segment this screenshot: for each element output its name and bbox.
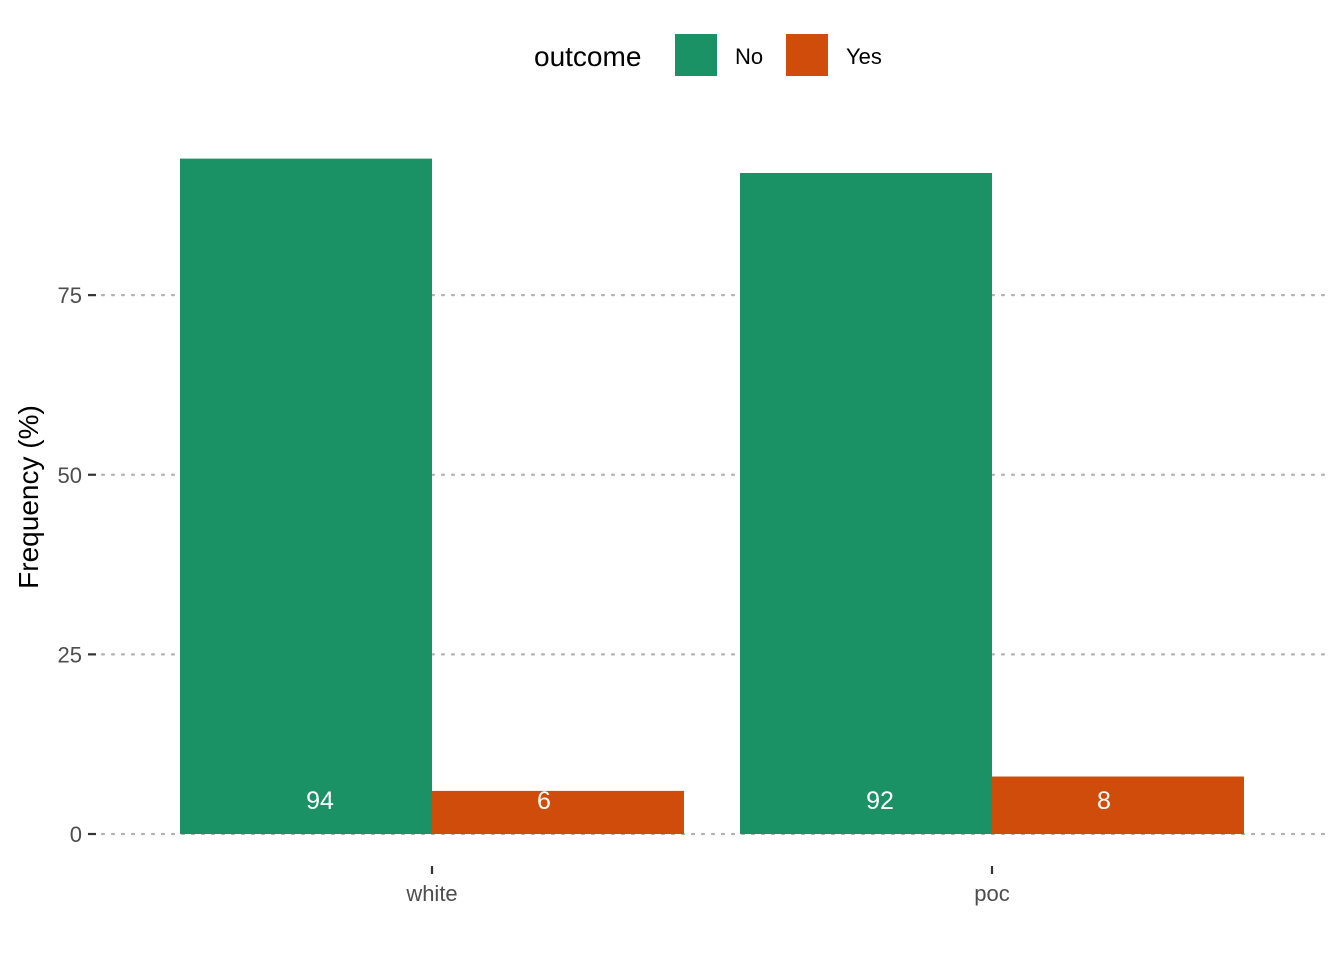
x-axis: white poc [405,866,1010,906]
data-label-yes-poc: 8 [1097,787,1111,815]
bars [180,158,1244,835]
data-labels: 94 6 92 8 [306,787,1111,815]
data-label-no-white: 94 [306,787,334,815]
legend-title: outcome [534,41,641,72]
legend: outcome No Yes [534,34,882,76]
legend-key-yes [786,34,828,76]
y-tick-label: 75 [58,283,82,308]
legend-label-no: No [735,44,763,69]
legend-key-no [675,34,717,76]
x-tick-label-poc: poc [974,881,1009,906]
bar-no-poc [740,172,992,835]
y-tick-label: 0 [70,822,82,847]
y-tick-label: 50 [58,463,82,488]
data-label-yes-white: 6 [537,787,551,815]
bar-no-white [180,158,432,835]
x-tick-label-white: white [405,881,457,906]
bar-yes-poc [992,776,1244,834]
y-tick-label: 25 [58,642,82,667]
data-label-no-poc: 92 [866,787,894,815]
y-axis: 0 25 50 75 [58,283,96,847]
legend-label-yes: Yes [846,44,882,69]
bar-yes-white [432,790,684,834]
y-axis-title: Frequency (%) [13,405,44,589]
